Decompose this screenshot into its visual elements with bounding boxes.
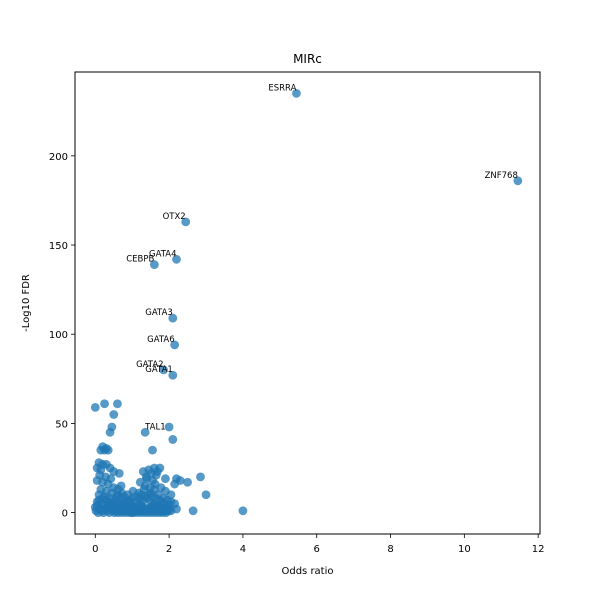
data-point	[101, 443, 111, 453]
data-point	[156, 483, 166, 493]
data-point	[170, 499, 180, 509]
point-annotation: CEBPB	[126, 255, 154, 265]
labeled-data-point	[159, 365, 168, 375]
plot-frame	[74, 71, 541, 535]
data-point	[170, 479, 180, 489]
point-annotation: OTX2	[163, 212, 186, 222]
data-point	[168, 435, 178, 444]
data-point	[113, 485, 123, 494]
data-point	[114, 468, 124, 478]
point-annotation: GATA4	[149, 249, 177, 259]
x-tick-label: 8	[387, 544, 393, 555]
data-point	[196, 472, 205, 482]
labeled-data-point	[149, 260, 159, 270]
y-axis-label: -Log10 FDR	[21, 274, 32, 332]
y-tick-label: 0	[62, 509, 68, 520]
labeled-data-point	[168, 313, 178, 323]
x-tick-label: 4	[240, 544, 246, 555]
data-point	[100, 399, 109, 409]
point-annotation: ESRRA	[268, 83, 296, 93]
data-point	[109, 410, 119, 419]
point-annotation: GATA2	[136, 360, 164, 370]
data-point	[106, 474, 116, 484]
data-point	[140, 504, 150, 514]
point-annotation: GATA3	[145, 308, 173, 318]
chart-title: MIRc	[293, 52, 322, 66]
x-tick-label: 0	[92, 544, 98, 555]
x-tick-label: 12	[532, 544, 545, 555]
data-point	[119, 492, 129, 501]
x-tick-label: 2	[166, 544, 172, 555]
y-tick-label: 150	[49, 241, 68, 252]
data-point	[107, 504, 117, 514]
point-annotation: TAL1	[144, 422, 166, 432]
data-point	[162, 504, 172, 514]
data-point	[113, 399, 122, 409]
data-point	[164, 422, 174, 432]
data-point	[152, 467, 162, 476]
point-annotation: GATA1	[145, 365, 173, 375]
data-point	[148, 445, 157, 455]
point-annotation: ZNF768	[485, 171, 518, 181]
data-point	[161, 474, 170, 484]
data-point	[238, 506, 248, 516]
axes-layer: 0 2 4 6 8 10 12 0 50 100 150 200	[49, 152, 545, 555]
data-point	[105, 427, 115, 437]
y-tick-label: 200	[49, 152, 68, 163]
y-tick-label: 100	[49, 330, 68, 341]
x-tick-label: 10	[458, 544, 471, 555]
labeled-data-point	[170, 340, 180, 350]
labeled-data-point	[168, 370, 178, 380]
points-layer	[90, 399, 248, 517]
x-tick-label: 6	[314, 544, 320, 555]
data-point	[96, 504, 106, 514]
labeled-data-point	[172, 254, 181, 264]
y-tick-label: 50	[55, 419, 68, 430]
data-point	[183, 477, 192, 487]
labeled-data-point	[292, 89, 301, 98]
labeled-data-point	[181, 217, 191, 227]
data-point	[201, 490, 211, 500]
data-point	[188, 506, 198, 516]
data-point	[151, 502, 161, 512]
labeled-data-point	[140, 427, 150, 437]
x-axis-label: Odds ratio	[281, 566, 333, 577]
point-annotation: GATA6	[147, 335, 175, 345]
data-point	[118, 504, 128, 514]
labeled-data-point	[513, 176, 523, 186]
data-point	[135, 477, 145, 487]
data-point	[90, 402, 100, 412]
data-point	[129, 502, 139, 512]
